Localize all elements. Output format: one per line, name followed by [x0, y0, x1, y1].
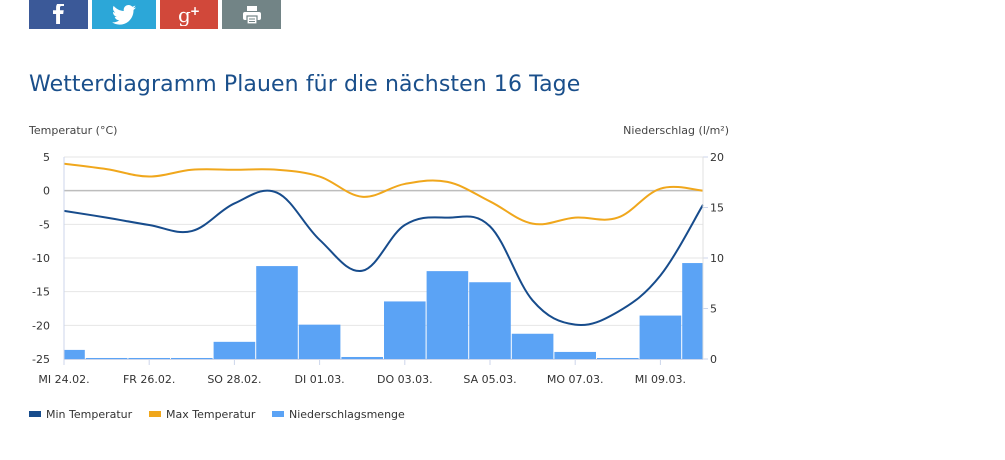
- precipitation-bar: [256, 266, 298, 359]
- x-tick-label: MI 09.03.: [635, 373, 686, 386]
- legend: Min Temperatur Max Temperatur Niederschl…: [29, 408, 405, 421]
- y-left-tick-label: 0: [43, 185, 50, 198]
- legend-label-max: Max Temperatur: [166, 408, 256, 421]
- y-right-tick-label: 10: [710, 252, 724, 265]
- precipitation-bar: [85, 357, 128, 359]
- y-right-tick-label: 15: [710, 202, 724, 215]
- precipitation-bar: [426, 271, 469, 359]
- legend-swatch-max: [149, 411, 161, 417]
- right-axis-title: Niederschlag (l/m²): [623, 124, 729, 137]
- google-plus-icon: g +: [178, 4, 200, 26]
- x-tick-label: MO 07.03.: [547, 373, 604, 386]
- left-axis-title: Temperatur (°C): [28, 124, 117, 137]
- print-button[interactable]: [222, 0, 281, 29]
- precipitation-bar: [469, 282, 511, 359]
- precipitation-bar: [298, 324, 341, 359]
- precipitation-bar: [341, 356, 383, 359]
- share-buttons: g +: [29, 0, 281, 29]
- page-title: Wetterdiagramm Plauen für die nächsten 1…: [29, 72, 581, 97]
- print-icon: [242, 5, 261, 25]
- twitter-share-button[interactable]: [92, 0, 156, 29]
- legend-item-max[interactable]: Max Temperatur: [149, 408, 256, 421]
- google-plus-share-button[interactable]: g +: [160, 0, 218, 29]
- precipitation-bar: [682, 263, 703, 359]
- precipitation-bar: [171, 357, 213, 359]
- precipitation-bar: [639, 315, 682, 359]
- legend-label-precip: Niederschlagsmenge: [289, 408, 405, 421]
- weather-chart: Temperatur (°C) Niederschlag (l/m²) 5 0 -5…: [28, 124, 729, 421]
- precipitation-bar: [597, 357, 639, 359]
- grid-lines: [64, 156, 703, 360]
- y-left-tick-label: -20: [32, 319, 50, 332]
- y-right-tick-label: 0: [710, 353, 717, 366]
- twitter-icon: [112, 4, 136, 25]
- svg-text:g: g: [178, 4, 191, 26]
- precipitation-bar: [384, 301, 426, 359]
- x-tick-label: MI 24.02.: [38, 373, 89, 386]
- y-left-tick-label: -5: [39, 218, 50, 231]
- axes: 5 0 -5 -10 -15 -20 -25 20 15 10 5 0 MI 24.02. FR 26.0…: [32, 151, 724, 386]
- min-temperature-line: [63, 189, 704, 327]
- y-right-tick-label: 5: [710, 303, 717, 316]
- precipitation-bar: [511, 333, 554, 359]
- svg-text:+: +: [190, 4, 200, 18]
- legend-label-min: Min Temperatur: [46, 408, 133, 421]
- legend-swatch-precip: [272, 411, 284, 417]
- y-left-tick-label: -25: [32, 353, 50, 366]
- facebook-icon: [52, 3, 64, 24]
- y-left-tick-label: 5: [43, 151, 50, 164]
- precipitation-bar: [213, 341, 256, 359]
- y-left-tick-label: -15: [32, 286, 50, 299]
- legend-item-precip[interactable]: Niederschlagsmenge: [272, 408, 405, 421]
- legend-swatch-min: [29, 411, 41, 417]
- x-tick-label: SA 05.03.: [463, 373, 516, 386]
- precipitation-bar: [554, 351, 596, 359]
- y-right-tick-label: 20: [710, 151, 724, 164]
- legend-item-min[interactable]: Min Temperatur: [29, 408, 133, 421]
- x-tick-label: DI 01.03.: [294, 373, 344, 386]
- precipitation-bar: [128, 357, 170, 359]
- precipitation-bar: [64, 349, 85, 359]
- x-tick-label: FR 26.02.: [123, 373, 175, 386]
- precipitation-bars: [64, 263, 703, 359]
- x-tick-label: SO 28.02.: [207, 373, 261, 386]
- temperature-lines: [63, 162, 704, 327]
- facebook-share-button[interactable]: [29, 0, 88, 29]
- y-left-tick-label: -10: [32, 252, 50, 265]
- max-temperature-line: [63, 162, 704, 226]
- x-tick-label: DO 03.03.: [377, 373, 433, 386]
